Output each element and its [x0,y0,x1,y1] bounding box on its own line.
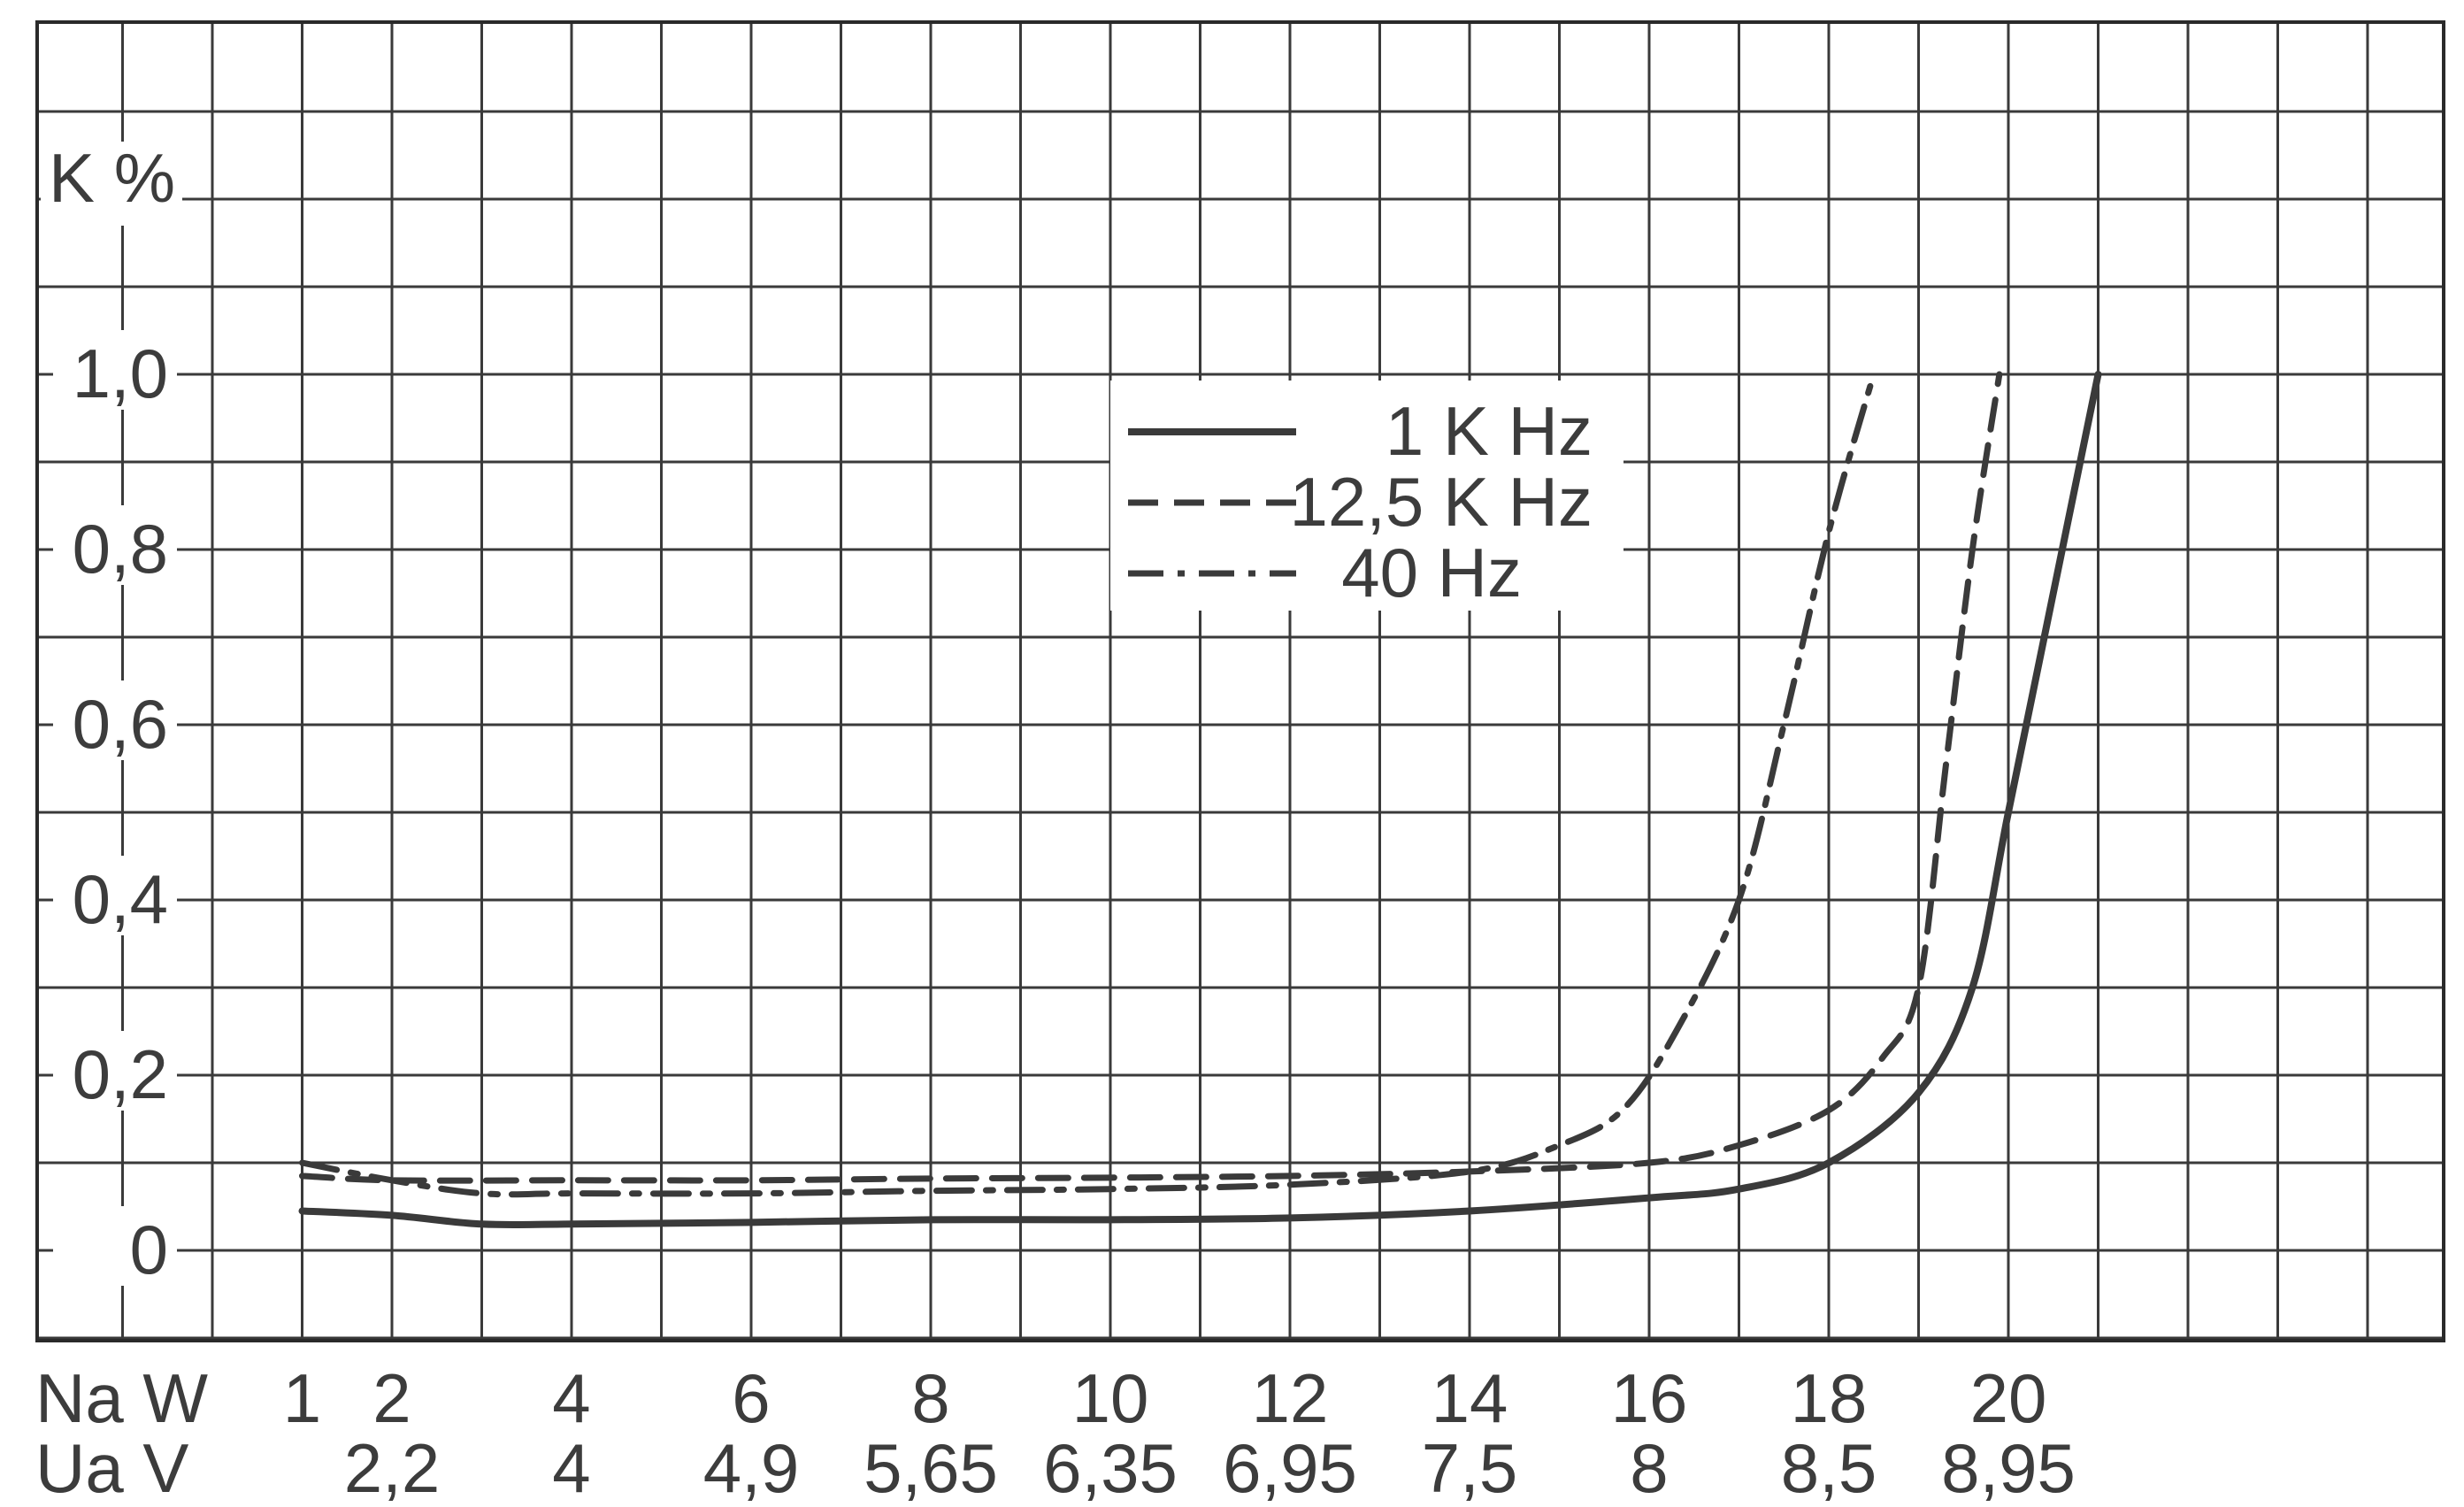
x-tick-label-secondary: 5,65 [864,1429,998,1507]
x-tick-label-primary: 10 [1072,1359,1149,1437]
series-line-3 [303,374,1874,1195]
x-tick-label-primary: 8 [911,1359,949,1437]
x-tick-label-primary: 16 [1611,1359,1688,1437]
x-tick-label-secondary: 8 [1630,1429,1668,1507]
x-tick-label-secondary: 4 [552,1429,590,1507]
y-tick-label: 1,0 [73,334,168,412]
legend-label-3: 40 Hz [1341,534,1522,611]
plot-frame [37,22,2444,1341]
y-tick-label: 0,4 [73,860,168,938]
x-tick-label-primary: 14 [1432,1359,1508,1437]
y-tick-label: 0 [130,1211,168,1288]
y-tick-label: 0,2 [73,1035,168,1113]
x-tick-label-primary: 18 [1791,1359,1868,1437]
x-tick-label-secondary: 2,2 [344,1429,440,1507]
x-tick-label-primary: 20 [1970,1359,2047,1437]
x-tick-label-secondary: 6,35 [1043,1429,1178,1507]
x-tick-label-secondary: 8,95 [1941,1429,2076,1507]
y-tick-label: 0,8 [73,510,168,588]
axis-labels: K % Na W Ua V 0 0,2 0,4 0,6 0,8 1,0 1 2 4 6 8 10 12 1… [35,139,2076,1507]
x-tick-label-primary: 6 [732,1359,770,1437]
y-tick-label: 0,6 [73,685,168,763]
y-axis-label: K % [49,139,175,217]
x-tick-label-secondary: 4,9 [703,1429,799,1507]
x-tick-label-primary: 2 [372,1359,411,1437]
x-tick-label-primary: 4 [552,1359,590,1437]
x-tick-label-secondary: 8,5 [1781,1429,1877,1507]
legend-label-2: 12,5 K Hz [1289,463,1593,541]
x-tick-label-primary: 1 [283,1359,321,1437]
x-tick-label-secondary: 6,95 [1223,1429,1357,1507]
x-tick-label-secondary: 7,5 [1422,1429,1517,1507]
x-axis-label-primary: Na W [35,1359,208,1437]
x-axis-label-secondary: Ua V [35,1429,188,1507]
plot-border [37,22,2444,1341]
x-tick-label-primary: 12 [1252,1359,1329,1437]
legend-label-1: 1 K Hz [1386,392,1593,470]
grid [37,22,2444,1341]
